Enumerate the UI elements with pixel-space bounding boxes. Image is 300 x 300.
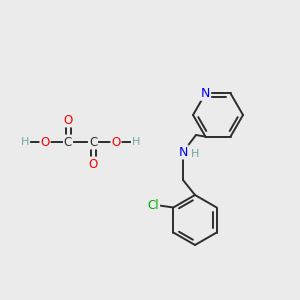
Text: O: O [88,158,98,170]
Text: N: N [201,87,210,100]
Text: O: O [40,136,50,148]
Text: O: O [111,136,121,148]
Text: H: H [132,137,140,147]
Text: H: H [191,149,199,159]
Text: C: C [64,136,72,148]
Text: H: H [21,137,29,147]
Text: Cl: Cl [148,199,159,212]
Text: N: N [178,146,188,158]
Text: O: O [63,113,73,127]
Text: C: C [89,136,97,148]
